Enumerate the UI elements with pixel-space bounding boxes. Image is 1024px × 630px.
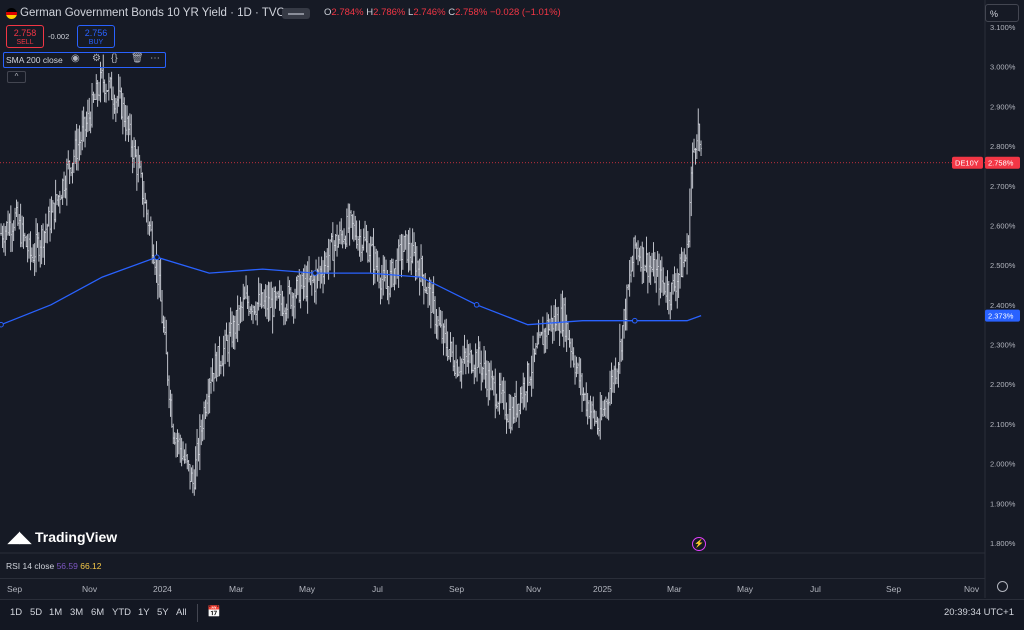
time-axis-label: Sep xyxy=(7,584,23,594)
range-button-5y[interactable]: 5Y xyxy=(157,607,169,618)
time-axis-label: Sep xyxy=(886,584,902,594)
time-axis-label: Nov xyxy=(82,584,98,594)
germany-flag-icon xyxy=(6,8,17,19)
low-label: L xyxy=(408,7,414,18)
sma-indicator-label[interactable]: SMA 200 close xyxy=(6,55,63,65)
symbol-price-tag xyxy=(952,156,983,169)
logo-text: TradingView xyxy=(34,529,118,545)
y-tick-label: 2.900% xyxy=(990,102,1016,111)
time-axis-label: 2024 xyxy=(153,584,172,594)
buy-button[interactable]: 2.756 BUY xyxy=(77,25,115,48)
y-tick-label: 2.800% xyxy=(990,142,1016,151)
range-button-all[interactable]: All xyxy=(176,607,187,618)
range-button-1d[interactable]: 1D xyxy=(10,607,23,618)
y-tick-label: 3.000% xyxy=(990,63,1016,72)
y-tick-label: 2.300% xyxy=(990,341,1016,350)
range-button-3m[interactable]: 3M xyxy=(70,607,84,618)
range-button-1m[interactable]: 1M xyxy=(49,607,63,618)
settings-icon[interactable] xyxy=(997,581,1008,592)
time-axis-label: May xyxy=(299,584,316,594)
time-axis-label: Mar xyxy=(229,584,244,594)
eye-icon[interactable]: ◉ xyxy=(71,53,80,64)
last-price-tag-text: 2.758% xyxy=(988,159,1014,168)
chevron-up-icon[interactable]: ^ xyxy=(7,71,26,83)
open-label: O xyxy=(324,7,332,18)
low-value: 2.746% xyxy=(413,7,446,18)
close-value: 2.758% xyxy=(455,7,488,18)
y-tick-label: 2.000% xyxy=(990,460,1016,469)
gear-icon[interactable]: ⚙ xyxy=(92,53,101,64)
rsi-value: 56.59 xyxy=(56,561,78,571)
sma-point-marker xyxy=(312,270,318,276)
calendar-icon[interactable]: 📅 xyxy=(207,606,221,618)
close-label: C xyxy=(448,7,456,18)
rsi-label-text: RSI 14 close xyxy=(6,561,55,571)
tradingview-mark-icon: ◢◣ xyxy=(8,529,32,546)
open-value: 2.784% xyxy=(331,7,364,18)
range-button-ytd[interactable]: YTD xyxy=(112,607,131,618)
time-axis-label: 2025 xyxy=(593,584,612,594)
range-button-5d[interactable]: 5D xyxy=(30,607,43,618)
time-axis-label: May xyxy=(737,584,754,594)
y-tick-label: 1.900% xyxy=(990,499,1016,508)
buy-price: 2.756 xyxy=(84,28,108,38)
time-axis-label: Nov xyxy=(526,584,542,594)
y-tick-label: 2.500% xyxy=(990,261,1016,270)
time-axis-label: Jul xyxy=(810,584,821,594)
last-price-tag xyxy=(985,156,1020,169)
sma-price-tag-text: 2.373% xyxy=(988,312,1014,321)
change-value: −0.028 (−1.01%) xyxy=(489,7,561,18)
y-tick-label: 2.600% xyxy=(990,221,1016,230)
sma-point-marker xyxy=(0,321,4,328)
clock[interactable]: 20:39:34 UTC+1 xyxy=(944,607,1014,618)
time-axis-label: Jul xyxy=(372,584,383,594)
range-button-1y[interactable]: 1Y xyxy=(138,607,150,618)
bottom-toolbar xyxy=(0,599,1024,630)
sma-point-marker xyxy=(473,302,480,308)
toolbar-divider xyxy=(197,604,198,622)
buy-label: BUY xyxy=(88,39,104,46)
indicator-legend[interactable] xyxy=(3,52,166,68)
sma-point-marker xyxy=(631,317,638,324)
source-code-icon[interactable]: {} xyxy=(111,53,118,64)
price-scale-unit-button[interactable]: % xyxy=(985,4,1019,22)
rsi-ma-value: 66.12 xyxy=(80,561,102,571)
y-tick-label: 2.200% xyxy=(990,380,1016,389)
sell-label: SELL xyxy=(16,39,34,46)
rsi-legend[interactable]: RSI 14 close 56.59 66.12 xyxy=(6,561,102,571)
symbol-price-tag-text: DE10Y xyxy=(955,159,979,168)
trash-icon[interactable]: 🗑 xyxy=(131,53,144,64)
y-tick-label: 2.100% xyxy=(990,420,1016,429)
collapse-legend-icon[interactable] xyxy=(282,8,310,19)
y-tick-label: 3.100% xyxy=(990,23,1016,32)
y-tick-label: 1.800% xyxy=(990,539,1016,548)
lightning-icon[interactable]: ⚡ xyxy=(692,537,706,551)
ohlc-values: O2.784% H2.786% L2.746% C2.758% −0.028 (… xyxy=(324,7,561,18)
spread-value: -0.002 xyxy=(48,32,70,41)
sell-button[interactable]: 2.758 SELL xyxy=(6,25,44,48)
sma-price-tag xyxy=(985,309,1020,322)
sma-point-marker xyxy=(154,254,160,261)
more-icon[interactable]: ⋯ xyxy=(150,53,160,64)
range-button-6m[interactable]: 6M xyxy=(91,607,105,618)
time-axis-label: Nov xyxy=(964,584,980,594)
time-axis-label: Sep xyxy=(449,584,465,594)
sell-price: 2.758 xyxy=(13,28,37,38)
y-tick-label: 2.700% xyxy=(990,182,1016,191)
high-value: 2.786% xyxy=(373,7,406,18)
high-label: H xyxy=(366,7,374,18)
y-tick-label: 2.400% xyxy=(990,301,1016,310)
time-axis[interactable] xyxy=(0,578,985,597)
sma-200-line xyxy=(0,256,702,326)
time-axis-label: Mar xyxy=(667,584,682,594)
symbol-title[interactable]: German Government Bonds 10 YR Yield · 1D… xyxy=(20,7,285,19)
tradingview-logo[interactable]: ◢◣ TradingView xyxy=(8,528,117,546)
